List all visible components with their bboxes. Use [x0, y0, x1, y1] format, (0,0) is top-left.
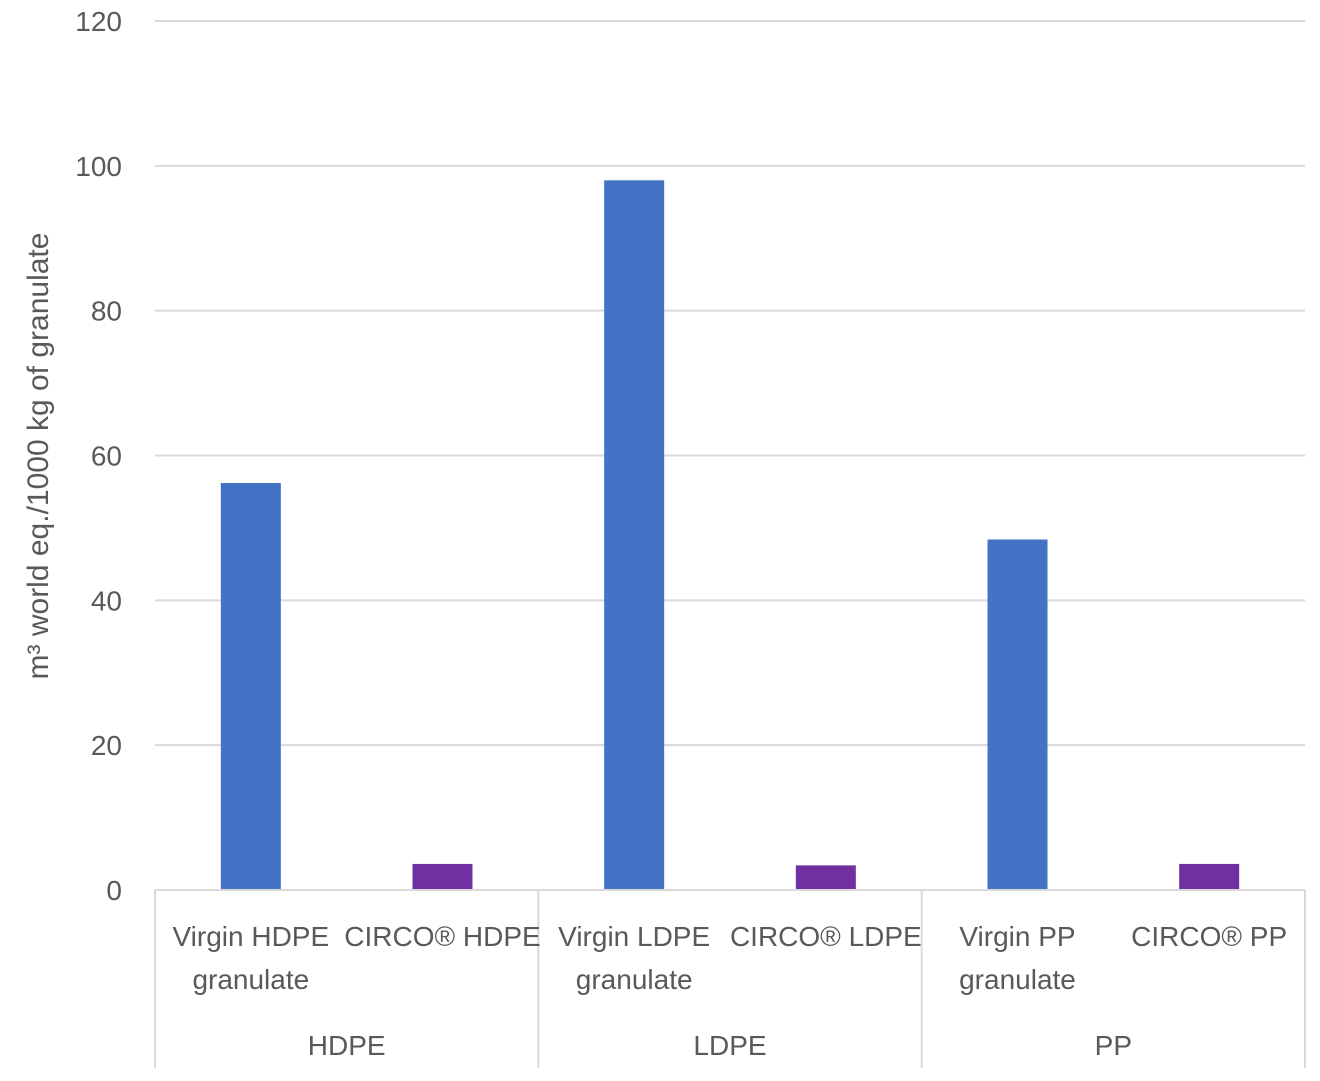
category-label: granulate — [576, 964, 693, 995]
bar — [604, 180, 665, 891]
y-tick-label: 60 — [91, 441, 122, 472]
bar — [795, 865, 856, 890]
category-label: granulate — [192, 964, 309, 995]
category-label: granulate — [959, 964, 1076, 995]
y-tick-label: 100 — [75, 151, 122, 182]
y-tick-label: 120 — [75, 6, 122, 37]
gridlines — [155, 20, 1305, 747]
y-axis-title: m³ world eq./1000 kg of granulate — [22, 233, 55, 680]
category-label: Virgin LDPE — [558, 921, 710, 952]
y-tick-label: 0 — [106, 875, 122, 906]
category-label: CIRCO® PP — [1131, 921, 1287, 952]
group-label: PP — [1095, 1030, 1132, 1061]
bar — [1179, 863, 1240, 890]
y-tick-label: 40 — [91, 585, 122, 616]
category-label: CIRCO® LDPE — [730, 921, 922, 952]
bars — [220, 180, 1240, 891]
category-labels: Virgin HDPE granulate CIRCO® HDPE Virgin LD… — [173, 921, 1288, 995]
category-axis-frame — [154, 889, 1306, 1068]
bar — [412, 863, 473, 890]
y-tick-label: 80 — [91, 296, 122, 327]
bar — [987, 539, 1048, 890]
category-label: Virgin PP — [959, 921, 1075, 952]
category-label: CIRCO® HDPE — [344, 921, 540, 952]
bar — [220, 483, 281, 890]
y-tick-label: 20 — [91, 730, 122, 761]
category-label: Virgin HDPE — [173, 921, 330, 952]
group-label: HDPE — [308, 1030, 386, 1061]
group-labels: HDPE LDPE PP — [308, 1030, 1132, 1061]
group-label: LDPE — [693, 1030, 766, 1061]
y-axis-ticks: 0 20 40 60 80 100 120 — [75, 6, 122, 906]
